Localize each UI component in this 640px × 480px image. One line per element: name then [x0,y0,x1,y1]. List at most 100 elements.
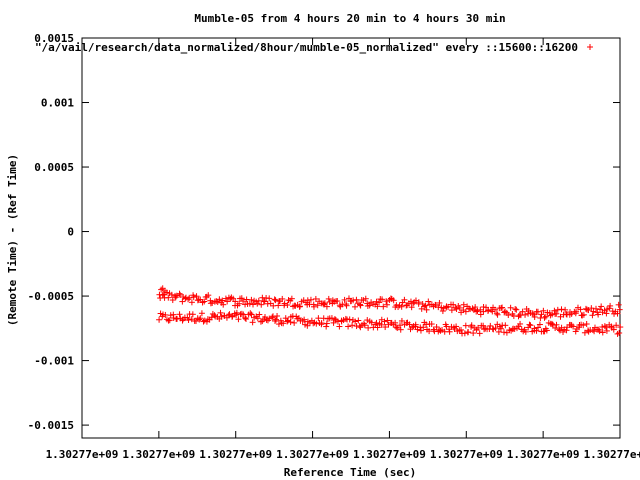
data-point [357,301,364,308]
data-point [362,295,369,302]
data-point [461,330,468,337]
data-point [162,311,169,318]
data-point [274,312,281,319]
data-point [423,306,430,313]
data-point [410,300,417,307]
data-point [342,315,349,322]
data-point [205,292,212,299]
data-point [579,312,586,319]
data-point [477,311,484,318]
data-point [512,306,519,313]
y-tick-label: 0.0015 [34,32,74,45]
data-point [275,321,282,328]
data-point [185,296,192,303]
data-point [603,324,610,331]
data-point [216,296,223,303]
data-point [538,311,545,318]
data-point [568,322,575,329]
data-point [323,303,330,310]
y-tick-label: -0.0005 [28,290,74,303]
data-point [406,321,413,328]
data-point [554,306,561,313]
data-point [557,313,564,320]
data-point [269,314,276,321]
data-point [595,311,602,318]
data-point [353,296,360,303]
data-point [522,328,529,335]
data-point [543,327,550,334]
data-point [196,316,203,323]
data-point [246,300,253,307]
data-point [580,311,587,318]
data-point [502,322,509,329]
data-point [513,306,520,313]
data-point [439,308,446,315]
data-point [577,306,584,313]
data-point [390,297,397,304]
data-point [219,297,226,304]
data-point [224,298,231,305]
data-point [458,326,465,333]
data-point [236,300,243,307]
data-point [374,303,381,310]
data-point [507,304,514,311]
data-point [462,308,469,315]
data-point [499,304,506,311]
data-point [343,302,350,309]
data-point [355,317,362,324]
data-point [336,323,343,330]
data-point [393,324,400,331]
data-point [492,325,499,332]
x-tick-label: 1.30277e+09 [122,448,195,461]
data-point [301,316,308,323]
data-point [331,316,338,323]
data-point [329,297,336,304]
data-point [553,321,560,328]
data-point [321,300,328,307]
data-point [603,310,610,317]
data-point [166,317,173,324]
data-point [497,325,504,332]
data-point [383,298,390,305]
data-point [533,327,540,334]
x-tick-label: 1.30277e+09 [353,448,426,461]
data-point [280,320,287,327]
data-point [426,328,433,335]
data-point [217,309,224,316]
data-point [596,328,603,335]
data-point [409,324,416,331]
data-point [433,324,440,331]
data-point [307,296,314,303]
data-point [549,320,556,327]
data-point [401,296,408,303]
y-tick-label: 0.0005 [34,161,74,174]
data-point [396,322,403,329]
data-point [273,316,280,323]
data-point [421,303,428,310]
data-point [247,310,254,317]
data-point [412,321,419,328]
data-point [617,324,624,331]
data-point [176,311,183,318]
data-point [588,305,595,312]
data-point [590,308,597,315]
y-axis-label: (Remote Time) - (Ref Time) [6,154,19,326]
data-point [562,306,569,313]
data-point [601,323,608,330]
data-point [540,307,547,314]
data-point [415,299,422,306]
data-point [610,326,617,333]
data-point [179,317,186,324]
data-point [350,297,357,304]
data-point [394,325,401,332]
data-point [364,317,371,324]
data-point [529,310,536,317]
data-point [232,298,239,305]
data-point [235,316,242,323]
data-point [225,312,232,319]
data-point [552,324,559,331]
data-point [553,310,560,317]
data-point [494,311,501,318]
data-point [240,298,247,305]
data-point [218,313,225,320]
